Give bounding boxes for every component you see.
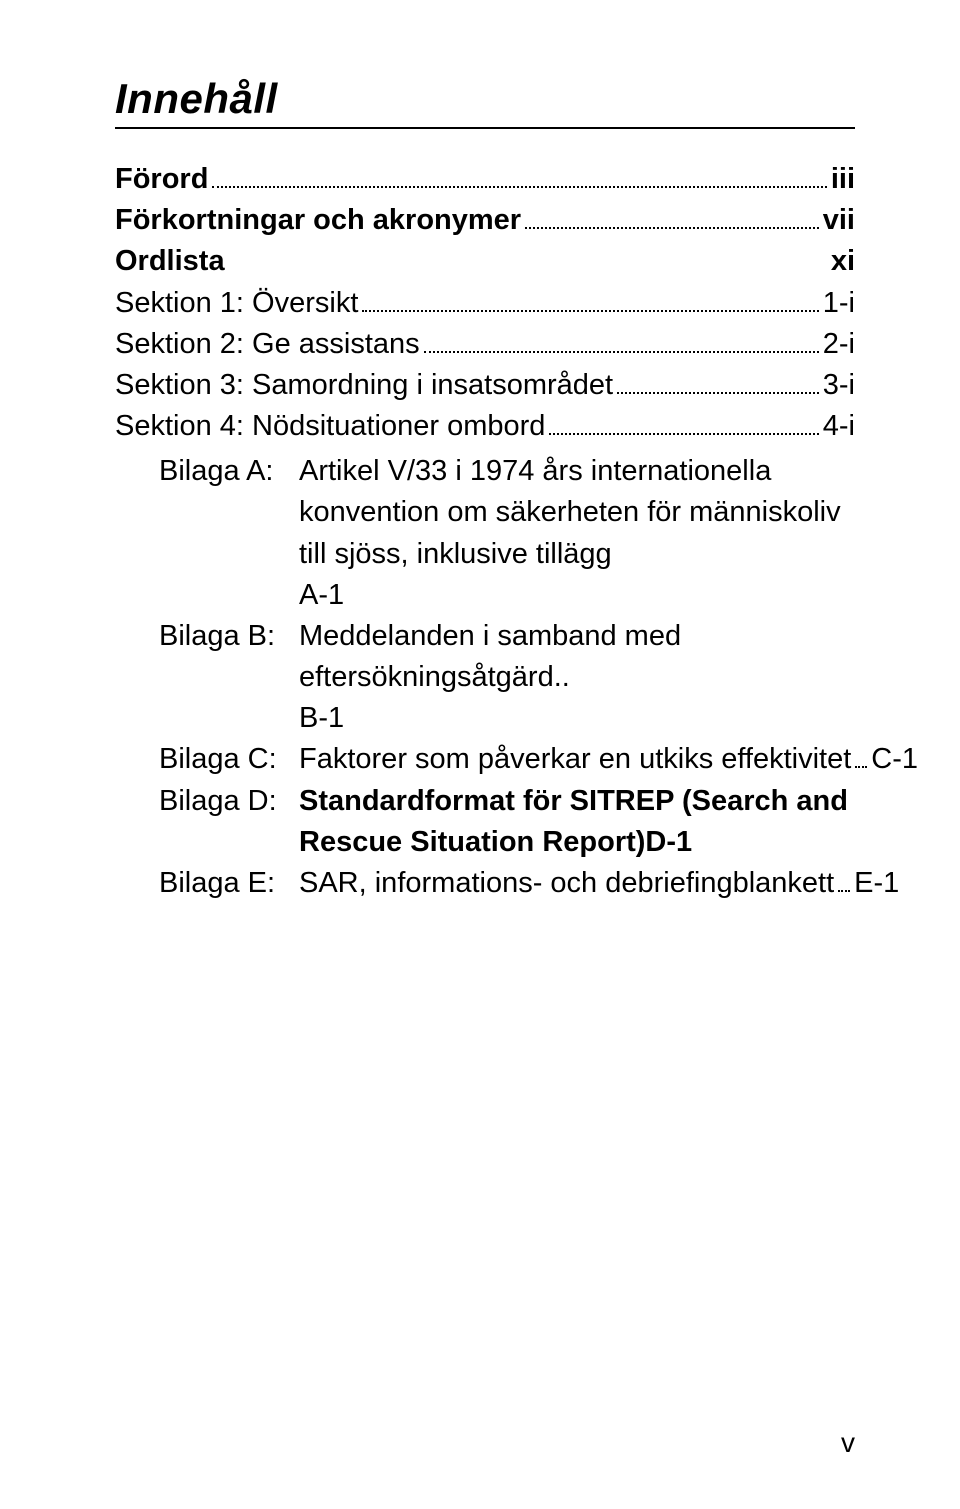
toc-entry: Sektion 2: Ge assistans 2-i: [115, 324, 855, 365]
toc-page: 2-i: [823, 324, 855, 365]
appendix-body: Artikel V/33 i 1974 års internationella …: [299, 451, 855, 616]
appendix-page: A-1: [299, 575, 855, 616]
appendix-page: B-1: [299, 698, 855, 739]
toc-leader: [617, 392, 819, 394]
appendix-text: SAR, informations- och debriefingblanket…: [299, 863, 834, 904]
toc-leader: [212, 186, 826, 188]
appendix-label: Bilaga A:: [159, 451, 299, 492]
toc-page: 4-i: [823, 406, 855, 447]
toc-entry: Sektion 1: Översikt 1-i: [115, 283, 855, 324]
appendix-body: Standardformat för SITREP (Search and Re…: [299, 781, 855, 863]
appendix-entry: Bilaga E: SAR, informations- och debrief…: [159, 863, 855, 904]
toc-page: vii: [823, 200, 855, 241]
page-title: Innehåll: [115, 75, 855, 123]
title-underline: [115, 127, 855, 129]
appendix-page: C-1: [871, 739, 918, 780]
appendix-text: Meddelanden i samband med eftersökningså…: [299, 616, 855, 698]
page-number: v: [841, 1427, 855, 1459]
appendix-entry: Bilaga A: Artikel V/33 i 1974 års intern…: [159, 451, 855, 616]
appendix-label: Bilaga E:: [159, 863, 299, 904]
appendix-list: Bilaga A: Artikel V/33 i 1974 års intern…: [115, 451, 855, 904]
toc-label: Förkortningar och akronymer: [115, 200, 521, 241]
document-page: Innehåll Förord iii Förkortningar och ak…: [0, 0, 960, 1509]
appendix-entry: Bilaga B: Meddelanden i samband med efte…: [159, 616, 855, 740]
toc-page: 3-i: [823, 365, 855, 406]
toc-entry: Sektion 4: Nödsituationer ombord 4-i: [115, 406, 855, 447]
toc-entry: Ordlista xi: [115, 241, 855, 282]
appendix-body: Faktorer som påverkar en utkiks effektiv…: [299, 739, 918, 780]
toc-entry: Förord iii: [115, 159, 855, 200]
toc-label: Sektion 2: Ge assistans: [115, 324, 420, 365]
toc-label: Sektion 4: Nödsituationer ombord: [115, 406, 545, 447]
toc-label: Förord: [115, 159, 208, 200]
appendix-text: Artikel V/33 i 1974 års internationella …: [299, 451, 855, 575]
appendix-entry: Bilaga C: Faktorer som påverkar en utkik…: [159, 739, 855, 780]
appendix-entry: Bilaga D: Standardformat för SITREP (Sea…: [159, 781, 855, 863]
toc-entry: Sektion 3: Samordning i insatsområdet 3-…: [115, 365, 855, 406]
appendix-body: Meddelanden i samband med eftersökningså…: [299, 616, 855, 740]
toc-entry: Förkortningar och akronymer vii: [115, 200, 855, 241]
toc-leader: [549, 433, 818, 435]
toc-leader: [525, 227, 819, 229]
appendix-text: Faktorer som påverkar en utkiks effektiv…: [299, 739, 851, 780]
appendix-label: Bilaga D:: [159, 781, 299, 822]
toc-leader: [362, 310, 818, 312]
toc-page: xi: [831, 241, 855, 282]
toc-label: Sektion 1: Översikt: [115, 283, 358, 324]
table-of-contents: Förord iii Förkortningar och akronymer v…: [115, 159, 855, 904]
toc-page: 1-i: [823, 283, 855, 324]
toc-page: iii: [831, 159, 855, 200]
appendix-label: Bilaga C:: [159, 739, 299, 780]
appendix-page: E-1: [854, 863, 899, 904]
toc-leader: [855, 766, 867, 768]
appendix-text: Standardformat för SITREP (Search and Re…: [299, 781, 855, 863]
appendix-body: SAR, informations- och debriefingblanket…: [299, 863, 899, 904]
appendix-label: Bilaga B:: [159, 616, 299, 657]
toc-leader: [838, 890, 850, 892]
toc-label: Ordlista: [115, 241, 225, 282]
toc-label: Sektion 3: Samordning i insatsområdet: [115, 365, 613, 406]
toc-leader: [424, 351, 819, 353]
